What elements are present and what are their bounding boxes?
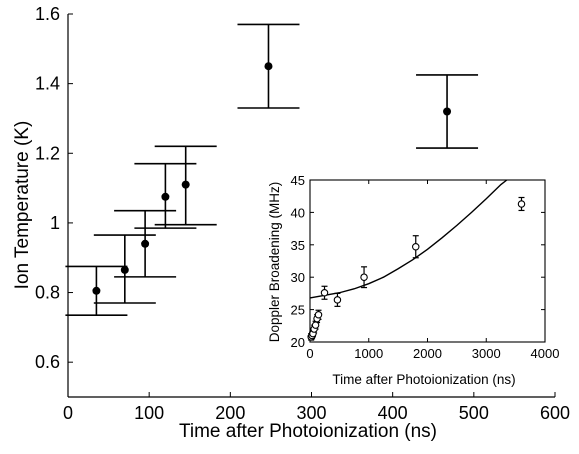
main-y-tick-label: 0.6 xyxy=(35,352,60,372)
inset-frame xyxy=(309,179,546,343)
main-x-tick-label: 400 xyxy=(378,403,408,423)
inset-x-tick-label: 1000 xyxy=(354,346,383,361)
inset-data-point xyxy=(320,289,329,297)
inset-y-tick-label: 40 xyxy=(291,205,305,220)
inset-y-axis-title: Doppler Broadening (MHz) xyxy=(267,182,282,343)
main-y-tick-label: 1.2 xyxy=(35,143,60,163)
inset-x-tick-label: 4000 xyxy=(531,346,560,361)
inset-data-point xyxy=(311,321,320,329)
inset-data-point xyxy=(314,311,323,319)
inset-chart: 0 1000 2000 3000 4000 20 25 30 35 40 45 Time after… xyxy=(267,173,559,387)
main-data-point xyxy=(92,286,101,295)
inset-y-tick-label: 30 xyxy=(291,270,305,285)
main-ticks xyxy=(67,13,556,397)
main-y-tick-label: 1.4 xyxy=(35,74,60,94)
inset-data-point xyxy=(517,200,526,208)
main-y-axis-title: Ion Temperature (K) xyxy=(12,121,33,290)
main-x-axis-title: Time after Photoionization (ns) xyxy=(179,421,437,442)
main-data-point xyxy=(443,107,452,116)
main-x-tick-label: 500 xyxy=(459,403,489,423)
inset-y-tick-label: 20 xyxy=(291,335,305,350)
main-x-tick-label: 100 xyxy=(134,403,164,423)
inset-y-tick-label: 35 xyxy=(291,238,305,253)
main-x-tick-label: 300 xyxy=(296,403,326,423)
inset-x-tick-label: 3000 xyxy=(472,346,501,361)
main-y-tick-label: 1 xyxy=(50,213,60,233)
inset-ticks xyxy=(309,179,546,343)
inset-x-tick-label: 2000 xyxy=(413,346,442,361)
inset-fit-curve xyxy=(309,179,508,299)
inset-x-tick-label: 0 xyxy=(306,346,313,361)
inset-data-point xyxy=(360,273,368,281)
main-data-point xyxy=(181,180,190,189)
inset-y-tick-label: 45 xyxy=(291,173,305,188)
main-y-tick-label: 1.6 xyxy=(35,4,60,24)
main-x-tick-label: 0 xyxy=(63,403,73,423)
inset-data-point xyxy=(411,242,420,251)
main-points xyxy=(92,62,452,295)
main-x-tick-label: 200 xyxy=(215,403,245,423)
inset-points xyxy=(307,200,526,341)
inset-y-tick-label: 25 xyxy=(291,303,305,318)
inset-data-point xyxy=(333,296,342,304)
main-data-point xyxy=(120,265,129,274)
inset-x-axis-title: Time after Photoionization (ns) xyxy=(332,372,515,387)
inset-tick-labels: 0 1000 2000 3000 4000 20 25 30 35 40 45 xyxy=(291,173,560,361)
main-data-point xyxy=(141,239,150,248)
main-y-tick-label: 0.8 xyxy=(35,283,60,303)
main-data-point xyxy=(161,192,170,201)
main-data-point xyxy=(264,62,273,71)
main-x-tick-label: 600 xyxy=(540,403,570,423)
